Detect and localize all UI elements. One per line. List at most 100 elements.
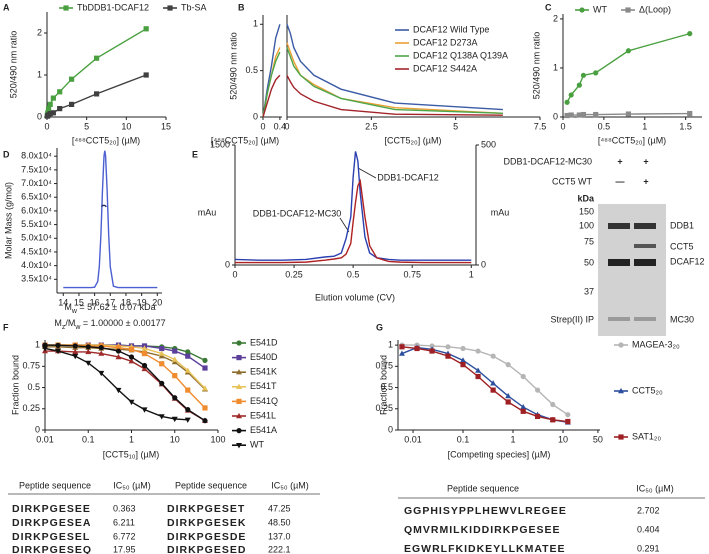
data-point <box>399 344 405 350</box>
series-line <box>63 150 158 289</box>
data-point <box>460 357 467 363</box>
legend-label: Δ(Loop) <box>639 4 671 14</box>
y-tick-label: 1 <box>37 69 42 79</box>
data-point <box>45 106 52 112</box>
data-point <box>93 55 100 61</box>
data-point <box>115 348 122 354</box>
x-tick-label: 2.5 <box>365 121 378 131</box>
lane-sign: + <box>643 176 648 186</box>
data-point <box>115 387 122 394</box>
gel-band <box>608 317 630 321</box>
data-point <box>490 353 496 359</box>
data-point <box>568 92 574 98</box>
y2-tick-label: 500 <box>481 139 496 149</box>
legend-label: E541Q <box>250 396 278 406</box>
gel-unit: kDa <box>577 193 595 203</box>
ic50-value: 6.772 <box>113 531 136 541</box>
gel-band <box>634 259 656 266</box>
legend-label: DCAF12 S442A <box>413 63 477 73</box>
y-tick-label: 0 <box>225 259 230 269</box>
y-tick-label: 1 <box>553 62 558 72</box>
legend-marker <box>236 355 242 361</box>
gel-band <box>608 259 630 266</box>
x-tick-label: 0 <box>232 269 237 279</box>
ic50-value: 2.702 <box>637 505 660 515</box>
x-tick-label: 1 <box>129 434 134 444</box>
gel-band-label: MC30 <box>670 314 694 324</box>
x-tick-label: 17 <box>105 297 115 307</box>
x-tick-label: 1 <box>469 269 474 279</box>
annotation: Mz/Mw = 1.00000 ± 0.00177 <box>54 318 165 331</box>
x-tick-label: 10 <box>170 434 180 444</box>
data-point <box>57 106 63 112</box>
data-point <box>185 349 191 355</box>
panel-letter: D <box>3 149 10 159</box>
peptide-sequence: QMVRMILKIDDIRKPGESEE <box>404 524 561 536</box>
data-point <box>143 26 149 32</box>
annotation-part: w <box>71 308 78 315</box>
y-tick-label: 0 <box>35 424 40 434</box>
annotation-part: = 1.00000 ± 0.00177 <box>80 318 165 328</box>
y-tick-label: 6.5x10⁴ <box>21 192 52 202</box>
series-line <box>286 42 503 114</box>
legend-label: DCAF12 Wild Type <box>413 24 489 34</box>
ic50-value: 0.291 <box>637 543 660 553</box>
data-point <box>141 362 148 369</box>
peptide-sequence: GGPHISYPPLHEWVLREGEE <box>404 505 567 517</box>
data-point <box>143 72 149 78</box>
data-point <box>625 48 632 54</box>
legend-label: E541K <box>250 367 277 377</box>
x-tick-label: 16 <box>90 297 100 307</box>
y-tick-label: 0 <box>253 111 258 121</box>
data-point <box>47 111 53 117</box>
series-line <box>401 346 568 423</box>
data-point <box>72 343 78 349</box>
gel-marker: 100 <box>579 220 594 230</box>
legend-label: E541L <box>250 410 276 420</box>
data-point <box>565 412 571 418</box>
legend-label: TbDDB1-DCAF12 <box>77 2 149 12</box>
legend-label: E541A <box>250 425 277 435</box>
legend-marker <box>236 340 242 346</box>
y-tick-label: 2 <box>553 13 558 23</box>
y-axis-label: 520/490 nm ratio <box>228 32 238 100</box>
x-tick-label: 0.4 <box>274 121 287 131</box>
data-point <box>93 91 100 97</box>
y2-tick-label: 0 <box>481 259 486 269</box>
data-point <box>55 342 61 348</box>
legend-label: E540D <box>250 352 278 362</box>
data-point <box>475 367 482 373</box>
y-tick-label: 7.0x10⁴ <box>21 178 52 188</box>
ic50-value: 0.404 <box>637 524 660 534</box>
data-point <box>687 110 693 117</box>
data-point <box>141 365 148 372</box>
data-point <box>460 345 466 352</box>
y-tick-label: 0.75 <box>375 361 393 371</box>
panel-letter: E <box>192 149 198 159</box>
data-point <box>490 387 496 393</box>
data-point <box>414 345 420 352</box>
x-tick-label: 0.75 <box>403 269 421 279</box>
data-point <box>72 353 79 360</box>
x-tick-label: 0 <box>284 121 289 131</box>
data-point <box>50 95 56 101</box>
x-tick-label: 0.1 <box>457 434 470 444</box>
x-tick-label: 0.1 <box>82 434 95 444</box>
x-tick-label: 10 <box>121 121 131 131</box>
x-tick-label: 0 <box>44 121 49 131</box>
data-point <box>85 348 92 355</box>
x-tick-label: 14 <box>58 297 68 307</box>
annotation: DDB1-DCAF12 <box>377 172 439 182</box>
data-point <box>159 361 165 367</box>
data-point <box>565 418 571 425</box>
data-point <box>141 407 148 413</box>
series-line <box>46 28 147 116</box>
y-axis-label: 520/490 nm ratio <box>531 32 541 100</box>
y-tick-label: 0.25 <box>22 403 40 413</box>
x-tick-label: 20 <box>152 297 162 307</box>
legend-label: CCT5₂₀ <box>632 385 663 395</box>
series-line <box>235 178 472 264</box>
data-point <box>520 403 527 410</box>
data-point <box>172 395 178 401</box>
data-point <box>520 408 526 414</box>
